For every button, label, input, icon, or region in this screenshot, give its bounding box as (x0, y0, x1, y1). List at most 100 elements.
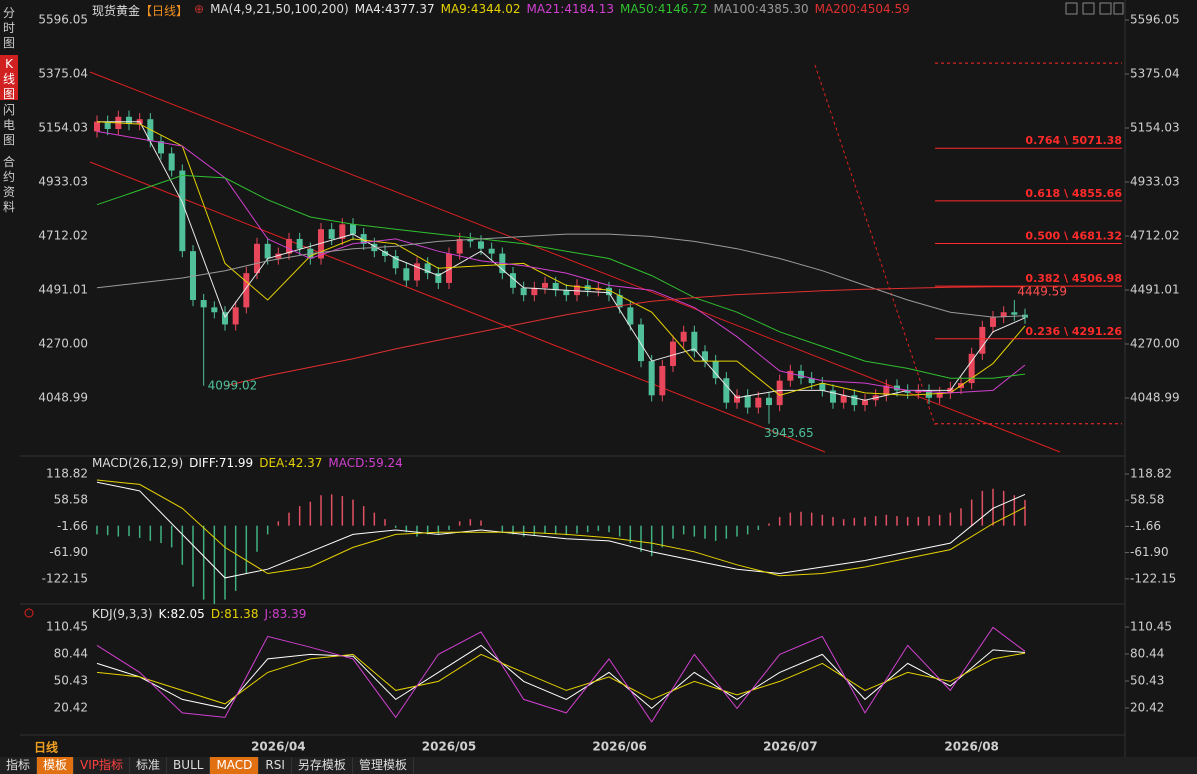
candle-body (638, 324, 644, 362)
title: KDJ(9,3,3) (92, 607, 153, 621)
toolbar-tab[interactable]: RSI (259, 757, 292, 774)
y-tick-label: 4933.03 (38, 175, 88, 189)
fib-label: 0.500 \ 4681.32 (1025, 230, 1122, 243)
kdj-header: KDJ(9,3,3) K:82.05 D:81.38 J:83.39 (92, 607, 306, 621)
candle-body (659, 365, 666, 396)
x-tick-label: 2026/08 (944, 740, 998, 754)
legend-item: DEA:42.37 (259, 456, 323, 470)
x-tick-label: 2026/05 (422, 740, 476, 754)
toolbar-tab[interactable]: MACD (210, 757, 260, 774)
candle-body (766, 397, 772, 406)
icon[interactable] (1065, 2, 1078, 15)
y-tick-label: -122.15 (1130, 571, 1176, 585)
candle-body (563, 290, 570, 296)
candle-body (243, 273, 250, 308)
y-tick-label: -61.90 (49, 545, 88, 559)
toolbar-tab[interactable]: 管理模板 (353, 757, 414, 774)
candle-body (648, 361, 655, 396)
y-tick-label: 4048.99 (38, 391, 88, 405)
candle-body (488, 248, 495, 254)
candle-body (1011, 312, 1018, 315)
icon[interactable] (1099, 2, 1112, 15)
candle-body (712, 361, 719, 379)
y-tick-label: 80.44 (54, 646, 88, 660)
candle-body (691, 331, 698, 352)
toolbar-icons[interactable] (1065, 2, 1124, 15)
legend-item: D:81.38 (210, 607, 259, 621)
legend-item: MA4:4377.37 (354, 2, 435, 16)
candle-body (606, 287, 612, 296)
icon[interactable]: ⊕ (194, 2, 205, 16)
candle-body (126, 116, 132, 125)
series-line (96, 626, 1026, 723)
candle-body (574, 285, 580, 296)
tab[interactable]: K线图 (0, 55, 18, 101)
candle-body (979, 326, 986, 354)
y-tick-label: 4712.02 (38, 229, 88, 243)
candle-body (403, 268, 410, 281)
title: MACD(26,12,9) (92, 456, 184, 470)
toolbar-tab[interactable]: 模板 (37, 757, 75, 774)
legend-item: MA21:4184.13 (526, 2, 614, 16)
tab[interactable]: 闪电图 (2, 103, 15, 147)
candle-body (680, 331, 687, 342)
fib-label: 0.236 \ 4291.26 (1025, 325, 1122, 338)
candle-body (616, 295, 623, 308)
candle-body (1000, 312, 1007, 318)
candle-body (275, 253, 282, 259)
toolbar-tab[interactable]: 指标 (0, 757, 38, 774)
candle-body (894, 385, 900, 391)
candle-body (830, 390, 836, 403)
candle-body (200, 300, 207, 308)
tab[interactable]: 分时图 (2, 6, 15, 50)
extreme-label: 4099.02 (208, 378, 258, 392)
icon[interactable] (1082, 2, 1095, 15)
y-tick-label: 4933.03 (1130, 175, 1180, 189)
candle-body (968, 353, 975, 384)
y-tick-label: 4270.00 (1130, 337, 1180, 351)
candle-body (446, 253, 452, 283)
x-tick-label: 2026/07 (763, 740, 817, 754)
y-tick-label: 20.42 (1130, 701, 1164, 715)
legend-item: MACD:59.24 (328, 456, 403, 470)
candle-body (158, 141, 164, 154)
x-tick-label: 2026/04 (251, 740, 305, 754)
y-tick-label: 5375.04 (1130, 67, 1180, 81)
toolbar-tab[interactable]: 另存模板 (292, 757, 353, 774)
settings-icon[interactable] (24, 608, 34, 618)
candle-body (744, 395, 751, 408)
candle-body (883, 385, 890, 396)
candle-body (318, 229, 324, 259)
candle-body (627, 307, 634, 325)
toolbar-tab[interactable]: 标准 (130, 757, 168, 774)
y-tick-label: 118.82 (46, 466, 88, 480)
legend-item: J:83.39 (264, 607, 307, 621)
legend-item: K:82.05 (158, 607, 205, 621)
legend-item: DIFF:71.99 (189, 456, 254, 470)
toolbar-tab[interactable]: VIP指标 (74, 757, 131, 774)
candle-body (552, 282, 559, 291)
candle-body (531, 287, 538, 296)
candle-body (232, 307, 239, 325)
candle-body (179, 170, 186, 252)
y-tick-label: 110.45 (46, 619, 88, 633)
tab[interactable]: 合约资料 (2, 155, 15, 214)
series-line (96, 479, 1026, 577)
icon[interactable] (1113, 2, 1124, 15)
y-tick-label: 5375.04 (38, 67, 88, 81)
series-line (96, 174, 1026, 379)
y-tick-label: 58.58 (1130, 493, 1164, 507)
legend-item: MA50:4146.72 (619, 2, 708, 16)
y-tick-label: 5154.03 (38, 121, 88, 135)
price-header: 现货黄金 【日线】 ⊕ MA(4,9,21,50,100,200) MA4:43… (92, 2, 910, 19)
period-label: 日线 (34, 740, 58, 755)
series-line (96, 652, 1026, 705)
toolbar-tab[interactable]: BULL (167, 757, 211, 774)
candle-body (819, 383, 826, 391)
legend-item: MA9:4344.02 (440, 2, 521, 16)
candle-body (222, 312, 228, 325)
trend-line (89, 161, 826, 453)
candle-body (808, 378, 815, 384)
